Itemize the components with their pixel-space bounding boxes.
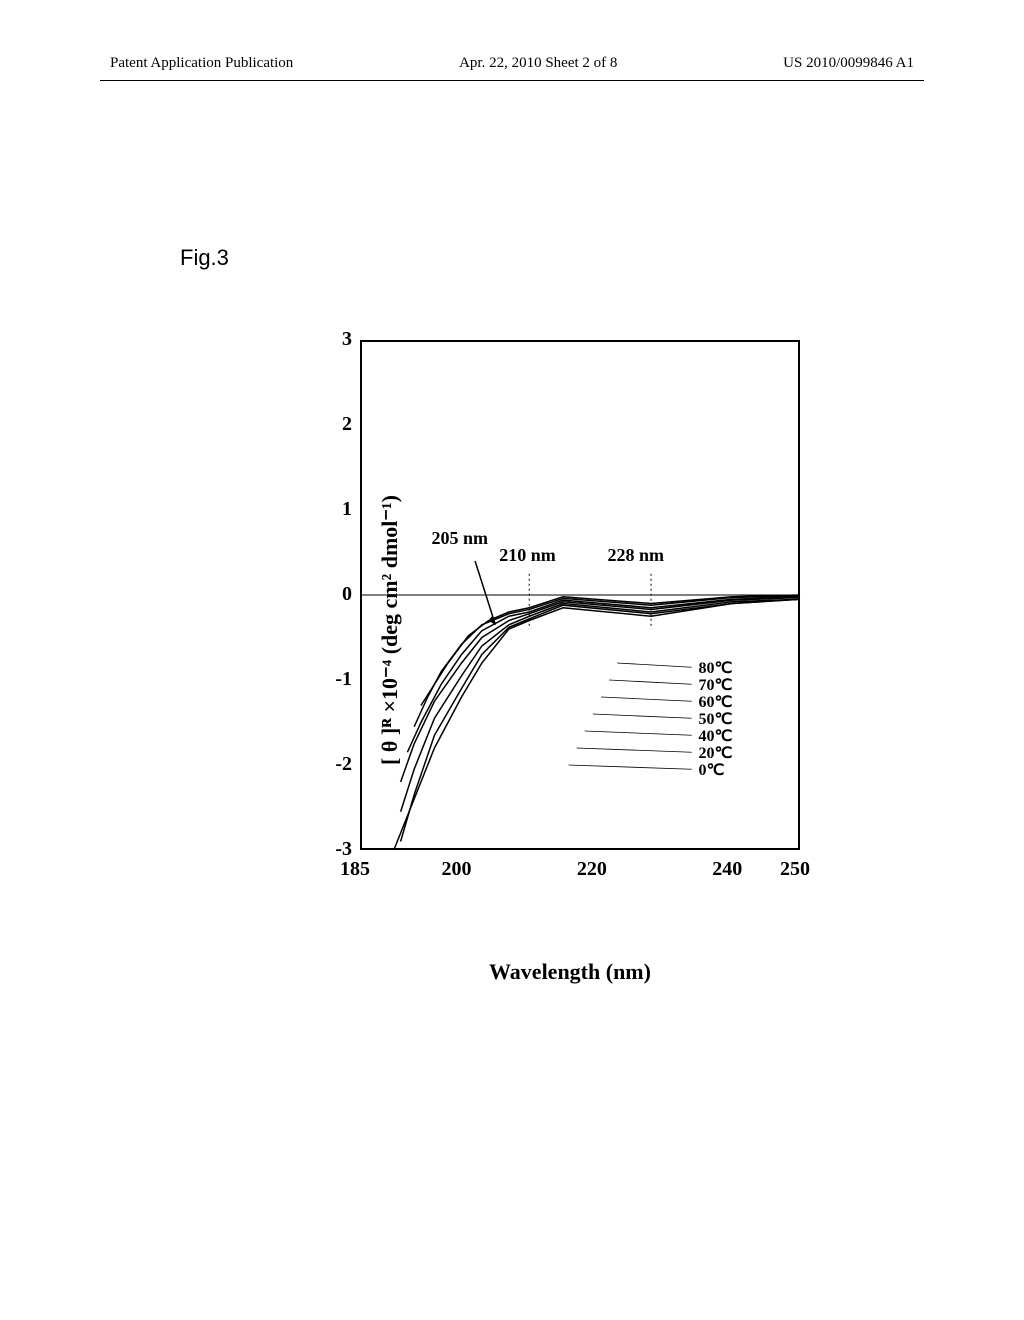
x-axis-label: Wavelength (nm) xyxy=(489,959,651,985)
peak-annotation: 228 nm xyxy=(608,545,665,566)
peak-annotation: 205 nm xyxy=(432,528,489,549)
header-patent-number: US 2010/0099846 A1 xyxy=(783,55,914,72)
y-tick: -1 xyxy=(322,668,352,691)
page-header: Patent Application Publication Apr. 22, … xyxy=(0,55,1024,72)
x-tick: 200 xyxy=(442,858,472,881)
y-tick: 1 xyxy=(322,498,352,521)
peak-annotation: 210 nm xyxy=(499,545,556,566)
plot-svg xyxy=(300,340,840,920)
temperature-label: 0℃ xyxy=(698,760,724,780)
x-tick: 220 xyxy=(577,858,607,881)
y-tick: 0 xyxy=(322,583,352,606)
figure-label: Fig.3 xyxy=(180,245,229,271)
y-tick: 3 xyxy=(322,328,352,351)
header-date-sheet: Apr. 22, 2010 Sheet 2 of 8 xyxy=(459,55,617,72)
cd-spectrum-chart: [ θ ]ᴿ ×10⁻⁴ (deg cm² dmol⁻¹) Wavelength… xyxy=(300,340,840,920)
x-tick: 250 xyxy=(780,858,810,881)
y-tick: -2 xyxy=(322,753,352,776)
header-publication: Patent Application Publication xyxy=(110,55,293,72)
x-tick: 240 xyxy=(712,858,742,881)
header-rule xyxy=(100,80,924,81)
y-tick: 2 xyxy=(322,413,352,436)
x-tick: 185 xyxy=(340,858,370,881)
